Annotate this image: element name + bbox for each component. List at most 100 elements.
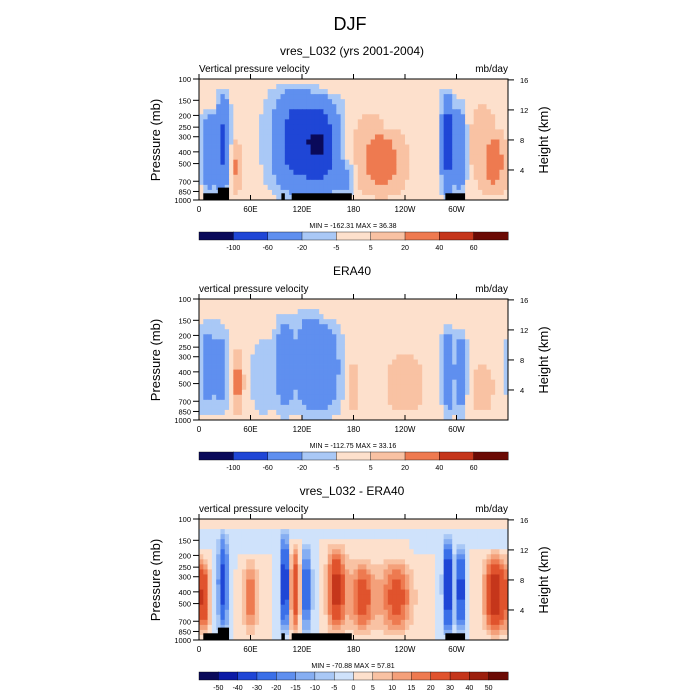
- heatmap-cell: [220, 79, 226, 85]
- heatmap-cell: [499, 334, 505, 340]
- heatmap-cell: [413, 179, 419, 186]
- heatmap-cell: [405, 134, 410, 140]
- heatmap-cell: [370, 144, 376, 150]
- heatmap-cell: [482, 139, 487, 145]
- heatmap-cell: [271, 324, 277, 330]
- heatmap-cell: [289, 594, 294, 601]
- heatmap-cell: [477, 519, 483, 525]
- heatmap-cell: [237, 149, 243, 156]
- heatmap-cell: [465, 604, 470, 611]
- heatmap-cell: [447, 534, 453, 540]
- heatmap-cell: [224, 414, 230, 421]
- heatmap-cell: [486, 339, 492, 345]
- heatmap-cell: [297, 94, 303, 100]
- heatmap-cell: [499, 539, 505, 545]
- heatmap-cell: [280, 149, 286, 156]
- heatmap-cell: [241, 399, 247, 406]
- heatmap-cell: [271, 189, 277, 196]
- heatmap-cell: [310, 354, 316, 360]
- heatmap-cell: [237, 574, 243, 580]
- heatmap-cell: [482, 414, 487, 421]
- heatmap-cell: [392, 409, 397, 416]
- heatmap-cell: [203, 159, 208, 166]
- heatmap-cell: [499, 584, 505, 590]
- heatmap-cell: [302, 174, 307, 181]
- heatmap-cell: [293, 304, 299, 310]
- heatmap-cell: [499, 149, 505, 156]
- heatmap-cell: [271, 319, 277, 325]
- heatmap-cell: [267, 589, 273, 596]
- heatmap-cell: [490, 364, 496, 370]
- heatmap-cell: [413, 164, 419, 171]
- heatmap-cell: [460, 394, 466, 401]
- heatmap-cell: [332, 109, 337, 115]
- heatmap-cell: [224, 579, 230, 585]
- heatmap-cell: [353, 179, 359, 186]
- heatmap-cell: [276, 359, 281, 365]
- heatmap-cell: [293, 309, 299, 315]
- heatmap-cell: [280, 384, 286, 391]
- heatmap-cell: [413, 389, 419, 396]
- heatmap-cell: [392, 164, 397, 171]
- heatmap-cell: [241, 184, 247, 191]
- heatmap-cell: [400, 94, 406, 100]
- heatmap-cell: [486, 159, 492, 166]
- heatmap-cell: [246, 349, 251, 355]
- heatmap-cell: [430, 119, 436, 125]
- heatmap-cell: [499, 174, 505, 181]
- heatmap-cell: [503, 539, 509, 545]
- heatmap-cell: [276, 109, 281, 115]
- heatmap-cell: [473, 314, 479, 320]
- heatmap-cell: [293, 179, 299, 186]
- heatmap-cell: [482, 314, 487, 320]
- heatmap-cell: [486, 569, 492, 575]
- heatmap-cell: [456, 169, 462, 176]
- heatmap-cell: [284, 299, 290, 305]
- heatmap-cell: [229, 124, 234, 130]
- heatmap-cell: [267, 599, 273, 606]
- heatmap-cell: [319, 144, 324, 150]
- heatmap-cell: [409, 79, 414, 85]
- y-tick-label: 700: [178, 177, 191, 186]
- heatmap-cell: [503, 579, 509, 585]
- heatmap-cell: [357, 344, 363, 350]
- heatmap-cell: [297, 519, 303, 525]
- heatmap-cell: [469, 189, 475, 196]
- heatmap-cells: [199, 79, 509, 201]
- heatmap-cell: [314, 414, 320, 421]
- heatmap-cell: [332, 329, 337, 335]
- heatmap-cell: [452, 604, 457, 611]
- heatmap-cell: [374, 189, 380, 196]
- heatmap-cell: [289, 109, 294, 115]
- heatmap-cell: [267, 594, 273, 601]
- heatmap-cell: [413, 194, 419, 201]
- heatmap-cell: [413, 314, 419, 320]
- heatmap-cell: [254, 569, 260, 575]
- heatmap-cell: [503, 389, 509, 396]
- heatmap-cell: [216, 404, 221, 411]
- heatmap-cell: [357, 524, 363, 530]
- heatmap-cell: [353, 324, 359, 330]
- heatmap-cell: [323, 384, 329, 391]
- heatmap-cell: [366, 154, 372, 161]
- heatmap-cell: [284, 134, 290, 140]
- heatmap-cell: [439, 339, 445, 345]
- heatmap-cell: [254, 539, 260, 545]
- heatmap-cell: [306, 374, 311, 381]
- heatmap-cell: [302, 79, 307, 85]
- heatmap-cell: [405, 589, 410, 596]
- heatmap-cell: [422, 89, 427, 95]
- heatmap-cell: [336, 404, 342, 411]
- heatmap-cell: [319, 534, 324, 540]
- heatmap-cell: [447, 309, 453, 315]
- heatmap-cell: [366, 184, 372, 191]
- heatmap-cell: [383, 304, 389, 310]
- heatmap-cell: [392, 524, 397, 530]
- heatmap-cell: [302, 139, 307, 145]
- heatmap-cell: [499, 599, 505, 606]
- heatmap-cell: [220, 569, 226, 575]
- heatmap-cell: [400, 154, 406, 161]
- y-axis-label: Pressure (mb): [148, 319, 163, 401]
- heatmap-cell: [460, 169, 466, 176]
- heatmap-cell: [293, 549, 299, 555]
